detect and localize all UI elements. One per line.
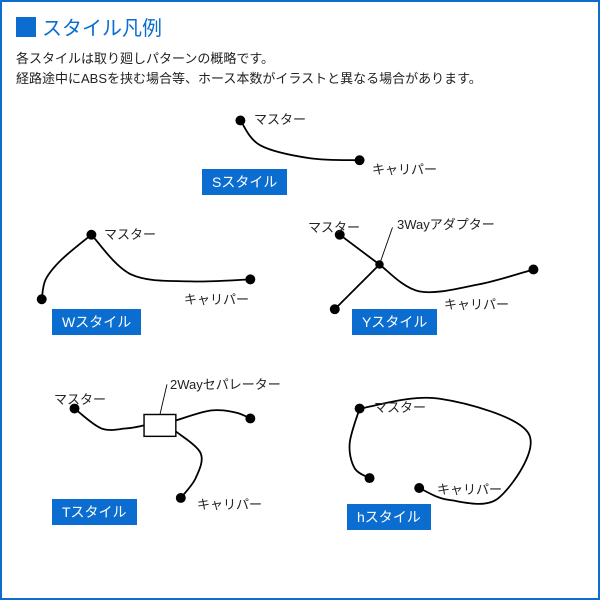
h-style-badge: hスタイル — [347, 504, 431, 530]
description-line-1: 各スタイルは取り廻しパターンの概略です。 — [16, 51, 274, 66]
header-title: スタイル凡例 — [42, 12, 162, 41]
description-line-2: 経路途中にABSを挟む場合等、ホース本数がイラストと異なる場合があります。 — [16, 71, 482, 86]
t-caliper-label: キャリパー — [197, 494, 262, 513]
header: スタイル凡例 — [2, 2, 598, 45]
w-style-badge: Wスタイル — [52, 309, 141, 335]
s-master-label: マスター — [254, 109, 306, 128]
y-style-badge: Yスタイル — [352, 309, 437, 335]
s-style-badge: Sスタイル — [202, 169, 287, 195]
t-separator-label: 2Wayセパレーター — [170, 374, 281, 393]
y-adapter-label: 3Wayアダプター — [397, 214, 495, 233]
h-master-label: マスター — [374, 397, 426, 416]
t-style-badge: Tスタイル — [52, 499, 137, 525]
diagram-area: Sスタイル マスター キャリパー Wスタイル マスター キャリパー Yスタイル … — [2, 99, 598, 579]
header-square-icon — [16, 17, 36, 37]
t-master-label: マスター — [54, 389, 106, 408]
y-caliper-label: キャリパー — [444, 294, 509, 313]
description-block: 各スタイルは取り廻しパターンの概略です。 経路途中にABSを挟む場合等、ホース本… — [2, 45, 598, 99]
w-caliper-label: キャリパー — [184, 289, 249, 308]
w-master-label: マスター — [104, 224, 156, 243]
h-caliper-label: キャリパー — [437, 479, 502, 498]
s-caliper-label: キャリパー — [372, 159, 437, 178]
y-master-label: マスター — [308, 217, 360, 236]
